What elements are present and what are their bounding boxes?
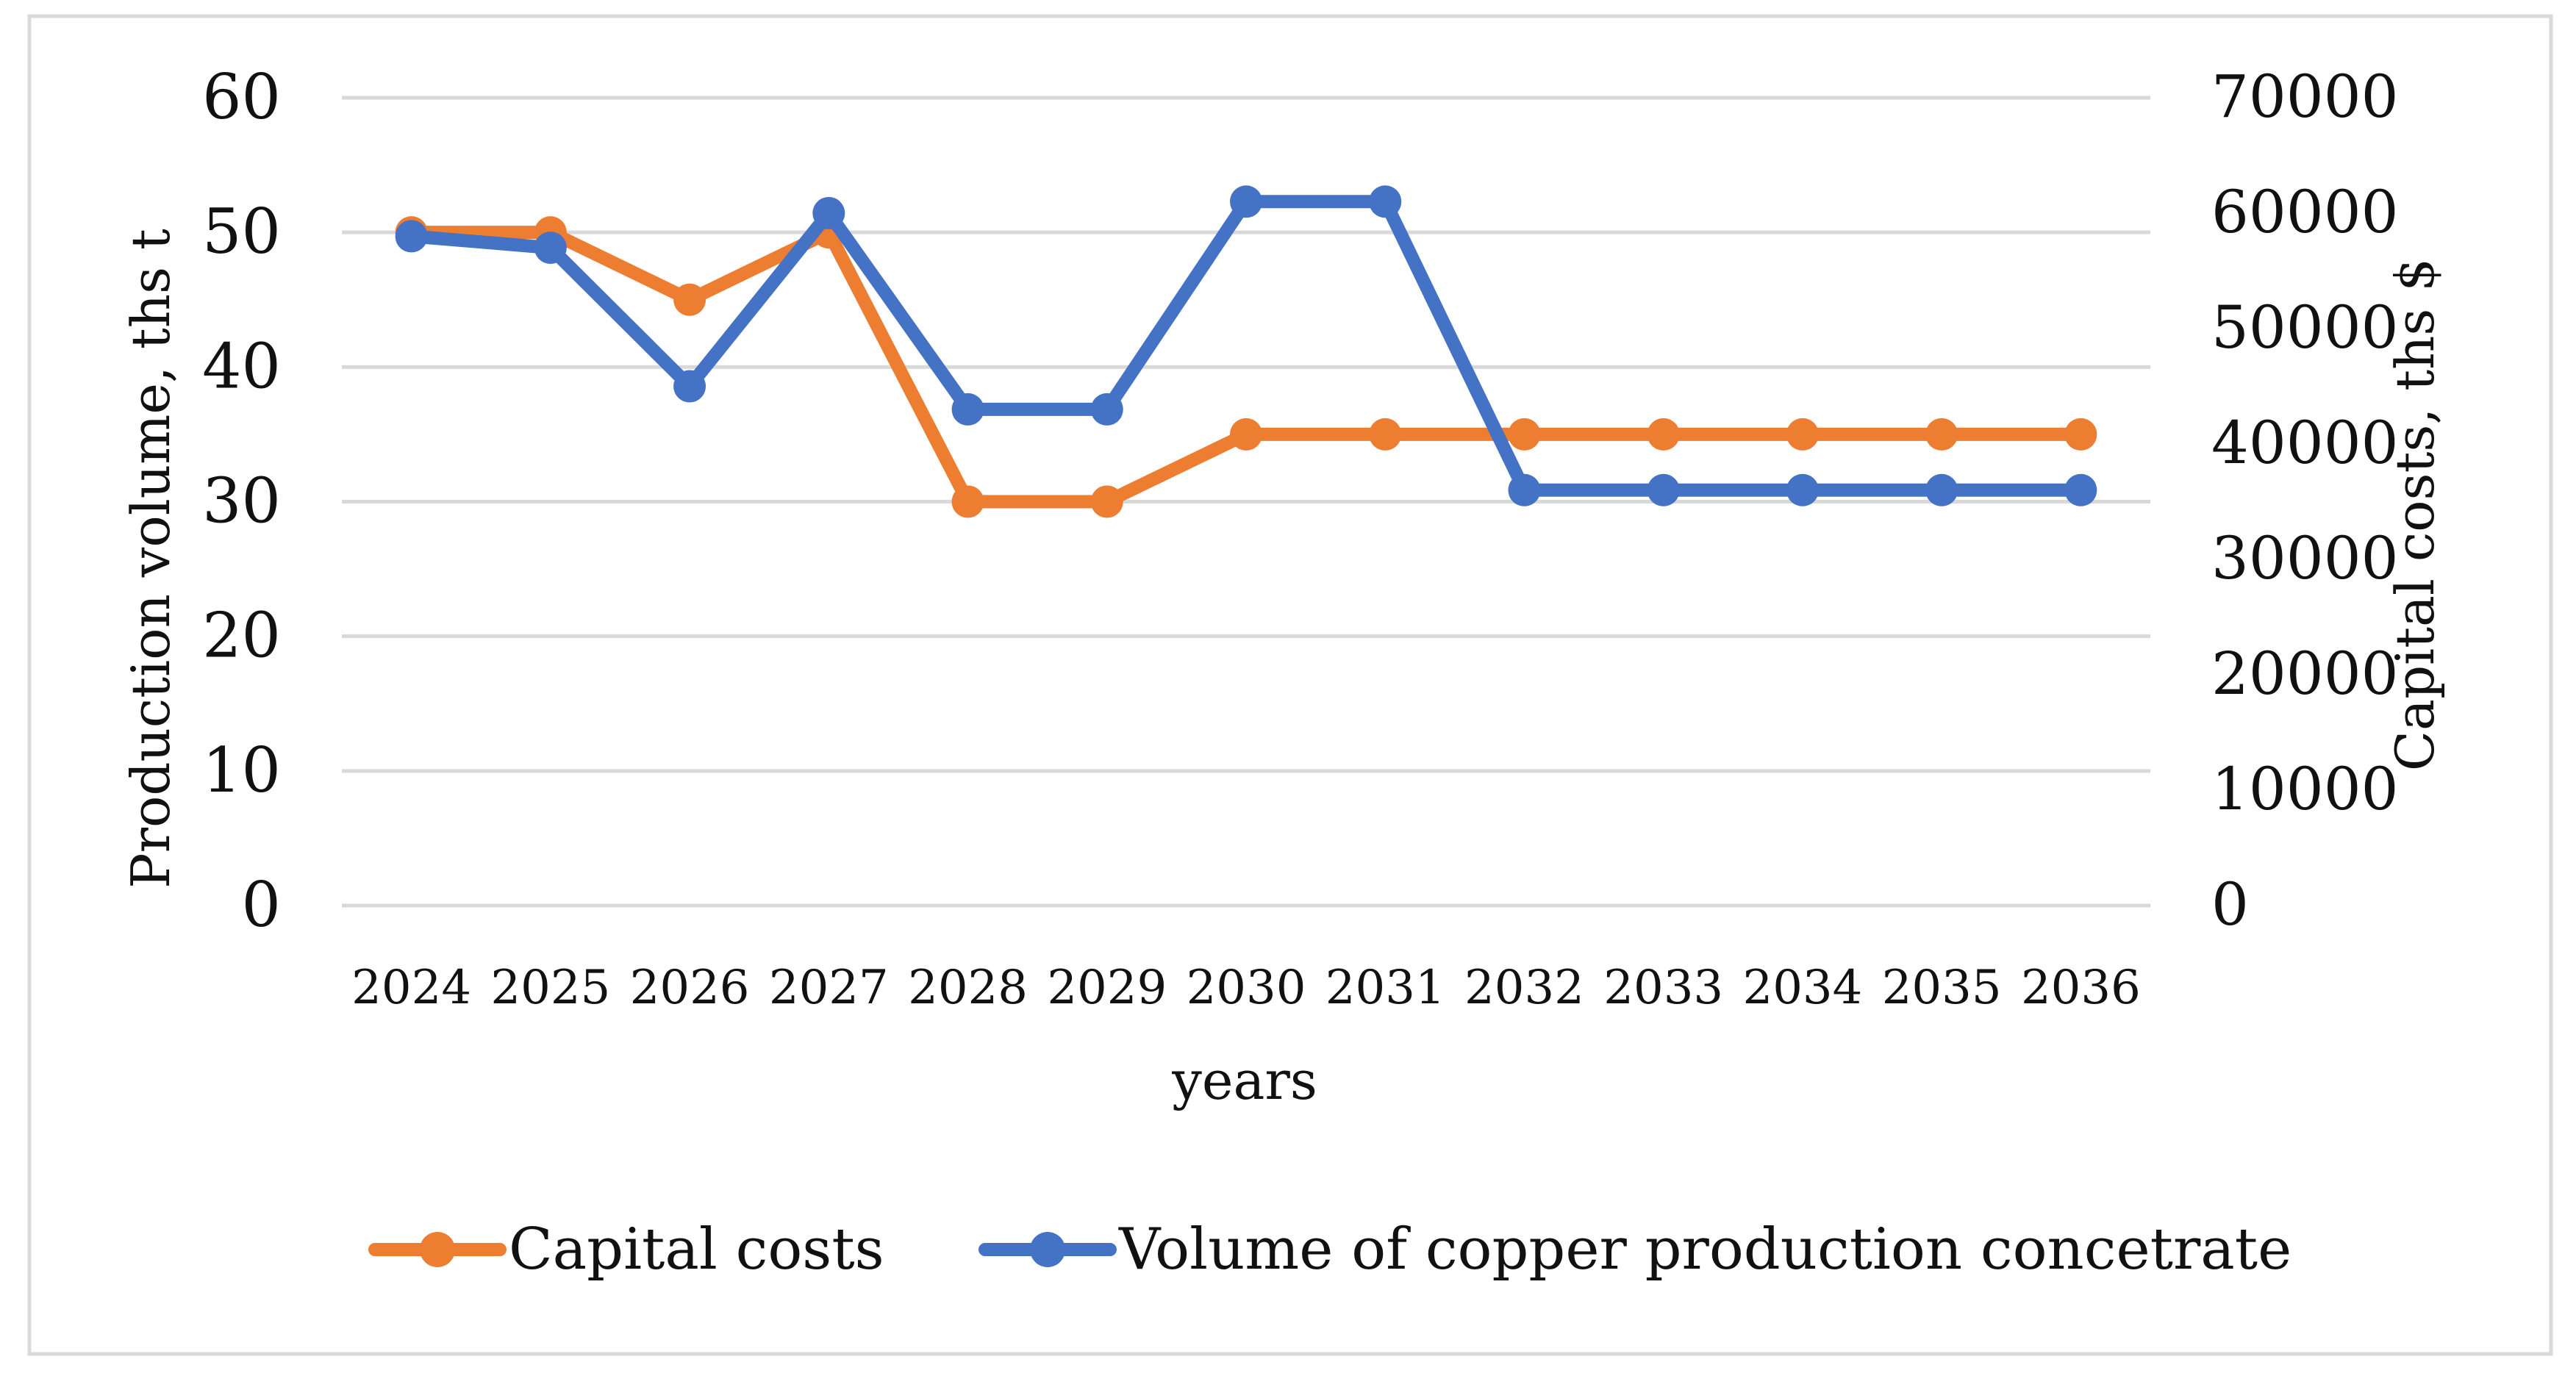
data-point (812, 197, 845, 229)
y-left-tick-label: 0 (242, 869, 281, 941)
series (395, 185, 2097, 518)
y-right-tick-label: 50000 (2211, 293, 2399, 362)
y-right-tick-label: 10000 (2211, 755, 2399, 823)
data-point (395, 220, 428, 253)
data-point (534, 232, 567, 265)
x-tick-label: 2033 (1603, 961, 1723, 1015)
y-right-tick-label: 70000 (2211, 62, 2399, 131)
x-tick-label: 2030 (1187, 961, 1306, 1015)
legend-swatch-marker-capital-costs (420, 1232, 455, 1267)
data-point (1786, 417, 1819, 451)
x-tick-label: 2036 (2021, 961, 2141, 1015)
y-right-tick-label: 40000 (2211, 409, 2399, 477)
series-copper-volume (395, 185, 2097, 506)
data-point (1786, 473, 1819, 506)
y-left-tick-label: 60 (202, 61, 281, 133)
data-point (1925, 417, 1958, 451)
y-left-tick-label: 40 (202, 330, 281, 402)
data-point (1647, 417, 1680, 451)
legend-swatch-marker-copper-volume (1030, 1232, 1065, 1267)
y-right-tick-label: 20000 (2211, 639, 2399, 708)
data-point (1925, 473, 1958, 506)
data-point (951, 393, 984, 426)
y-left-tick-label: 20 (202, 600, 281, 672)
y-right-tick-label: 0 (2211, 870, 2249, 939)
data-point (1508, 417, 1541, 451)
y-left-tick-label: 50 (202, 196, 281, 268)
legend-item-copper-volume: Volume of copper production concetrate (978, 1216, 2291, 1283)
x-tick-label: 2025 (490, 961, 610, 1015)
gridlines (342, 96, 2150, 908)
x-axis-title: years (1171, 1050, 1317, 1111)
data-point (1090, 485, 1123, 518)
x-tick-label: 2035 (1882, 961, 2002, 1015)
legend-item-capital-costs: Capital costs (368, 1216, 884, 1283)
data-point (673, 370, 706, 403)
x-tick-label: 2032 (1464, 961, 1584, 1015)
y-right-tick-label: 60000 (2211, 178, 2399, 246)
y-left-tick-label: 10 (202, 734, 281, 806)
right-axis-ticks: 0 10000 20000 30000 40000 50000 60000 70000 (2211, 62, 2399, 939)
data-point (1647, 473, 1680, 506)
x-tick-label: 2026 (630, 961, 750, 1015)
data-point (1369, 417, 1402, 451)
x-tick-label: 2028 (908, 961, 1028, 1015)
data-point (951, 485, 984, 518)
x-tick-label: 2027 (769, 961, 889, 1015)
data-point (673, 283, 706, 316)
data-point (2064, 417, 2097, 451)
data-point (1230, 417, 1262, 451)
x-tick-label: 2024 (351, 961, 471, 1015)
legend: Capital costs Volume of copper productio… (368, 1216, 2291, 1283)
data-point (1369, 185, 1402, 218)
x-tick-label: 2029 (1047, 961, 1167, 1015)
x-tick-label: 2034 (1742, 961, 1862, 1015)
y-axis-right-title: Capital costs, ths $ (2384, 258, 2446, 771)
data-point (2064, 473, 2097, 506)
y-right-tick-label: 30000 (2211, 524, 2399, 592)
y-axis-left-title: Production volume, ths t (120, 229, 182, 889)
data-point (1090, 393, 1123, 426)
data-point (1508, 473, 1541, 506)
left-axis-ticks: 0 10 20 30 40 50 60 (202, 61, 281, 941)
x-tick-label: 2031 (1325, 961, 1445, 1015)
data-point (1230, 185, 1262, 218)
x-axis-ticks: 2024 2025 2026 2027 2028 2029 2030 2031 2032 2033… (351, 961, 2141, 1015)
y-left-tick-label: 30 (202, 465, 281, 537)
legend-label-copper-volume: Volume of copper production concetrate (1118, 1216, 2291, 1283)
legend-label-capital-costs: Capital costs (509, 1216, 884, 1283)
